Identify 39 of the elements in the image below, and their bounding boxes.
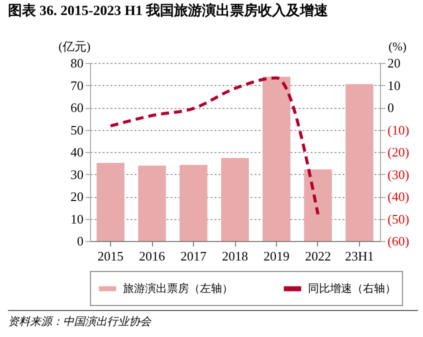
y2-tick-label: (50) — [388, 211, 410, 226]
y2-tick-label: (10) — [388, 122, 410, 138]
x-tick-label: 2018 — [222, 248, 248, 264]
y2-tick-label: 10 — [388, 78, 400, 93]
y-tick-label: 80 — [70, 56, 84, 70]
text: 资料来源：中国演出行业协会 — [8, 310, 418, 329]
legend-label: 同比增速（右轴） — [308, 282, 396, 295]
y-axis-title: (亿元) — [58, 40, 90, 54]
chart-title: 图表 36. 2015-2023 H1 我国旅游演出票房收入及增速 — [8, 2, 330, 19]
y-tick-label: 70 — [70, 78, 84, 93]
x-tick-label: 2019 — [263, 248, 290, 264]
y2-tick-label: (60) — [388, 234, 410, 248]
y2-tick-label: (30) — [388, 166, 410, 182]
y2-axis-title: (%) — [388, 40, 406, 54]
bar — [304, 169, 332, 241]
bar — [221, 158, 249, 241]
x-tick-label: 2022 — [304, 248, 331, 264]
x-tick-label: 2017 — [180, 248, 208, 264]
y-tick-label: 50 — [70, 122, 84, 138]
legend-label: 旅游演出票房（左轴） — [123, 282, 233, 295]
y-tick-label: 30 — [70, 166, 84, 182]
y-tick-label: 10 — [70, 211, 84, 226]
bar — [96, 162, 124, 241]
bar — [346, 84, 374, 241]
line-series — [109, 76, 320, 216]
y-tick-label: 0 — [77, 234, 84, 248]
x-tick-label: 2015 — [98, 248, 124, 264]
bar — [262, 76, 290, 241]
y2-tick-label: 20 — [388, 56, 400, 70]
y2-tick-label: (20) — [388, 144, 410, 160]
y-tick-label: 40 — [70, 144, 84, 160]
bar — [180, 164, 208, 241]
x-tick-label: 23H1 — [345, 248, 374, 264]
y-tick-label: 20 — [70, 189, 84, 204]
y2-tick-label: (40) — [388, 189, 410, 204]
y2-tick-label: 0 — [388, 100, 394, 115]
bar — [138, 166, 166, 241]
x-tick-label: 2016 — [139, 248, 166, 264]
y-tick-label: 60 — [70, 100, 84, 115]
